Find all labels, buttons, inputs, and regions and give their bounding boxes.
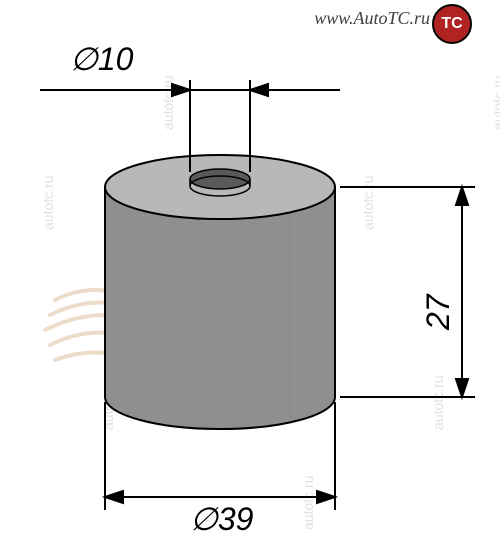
logo-text: TC xyxy=(441,15,462,33)
dim-hole-diameter xyxy=(40,80,340,172)
dim-height xyxy=(340,187,475,397)
part-drawing xyxy=(0,0,500,551)
logo-badge: TC xyxy=(432,4,472,44)
drawing-canvas: autotc.ru autotc.ru autotc.ru autotc.ru … xyxy=(0,0,500,551)
dim-label-height: 27 xyxy=(420,294,457,330)
dim-label-hole: ∅10 xyxy=(70,40,133,78)
cylinder-part xyxy=(105,155,335,429)
dim-label-outer: ∅39 xyxy=(190,500,253,538)
site-url: www.AutoTC.ru xyxy=(314,8,430,29)
